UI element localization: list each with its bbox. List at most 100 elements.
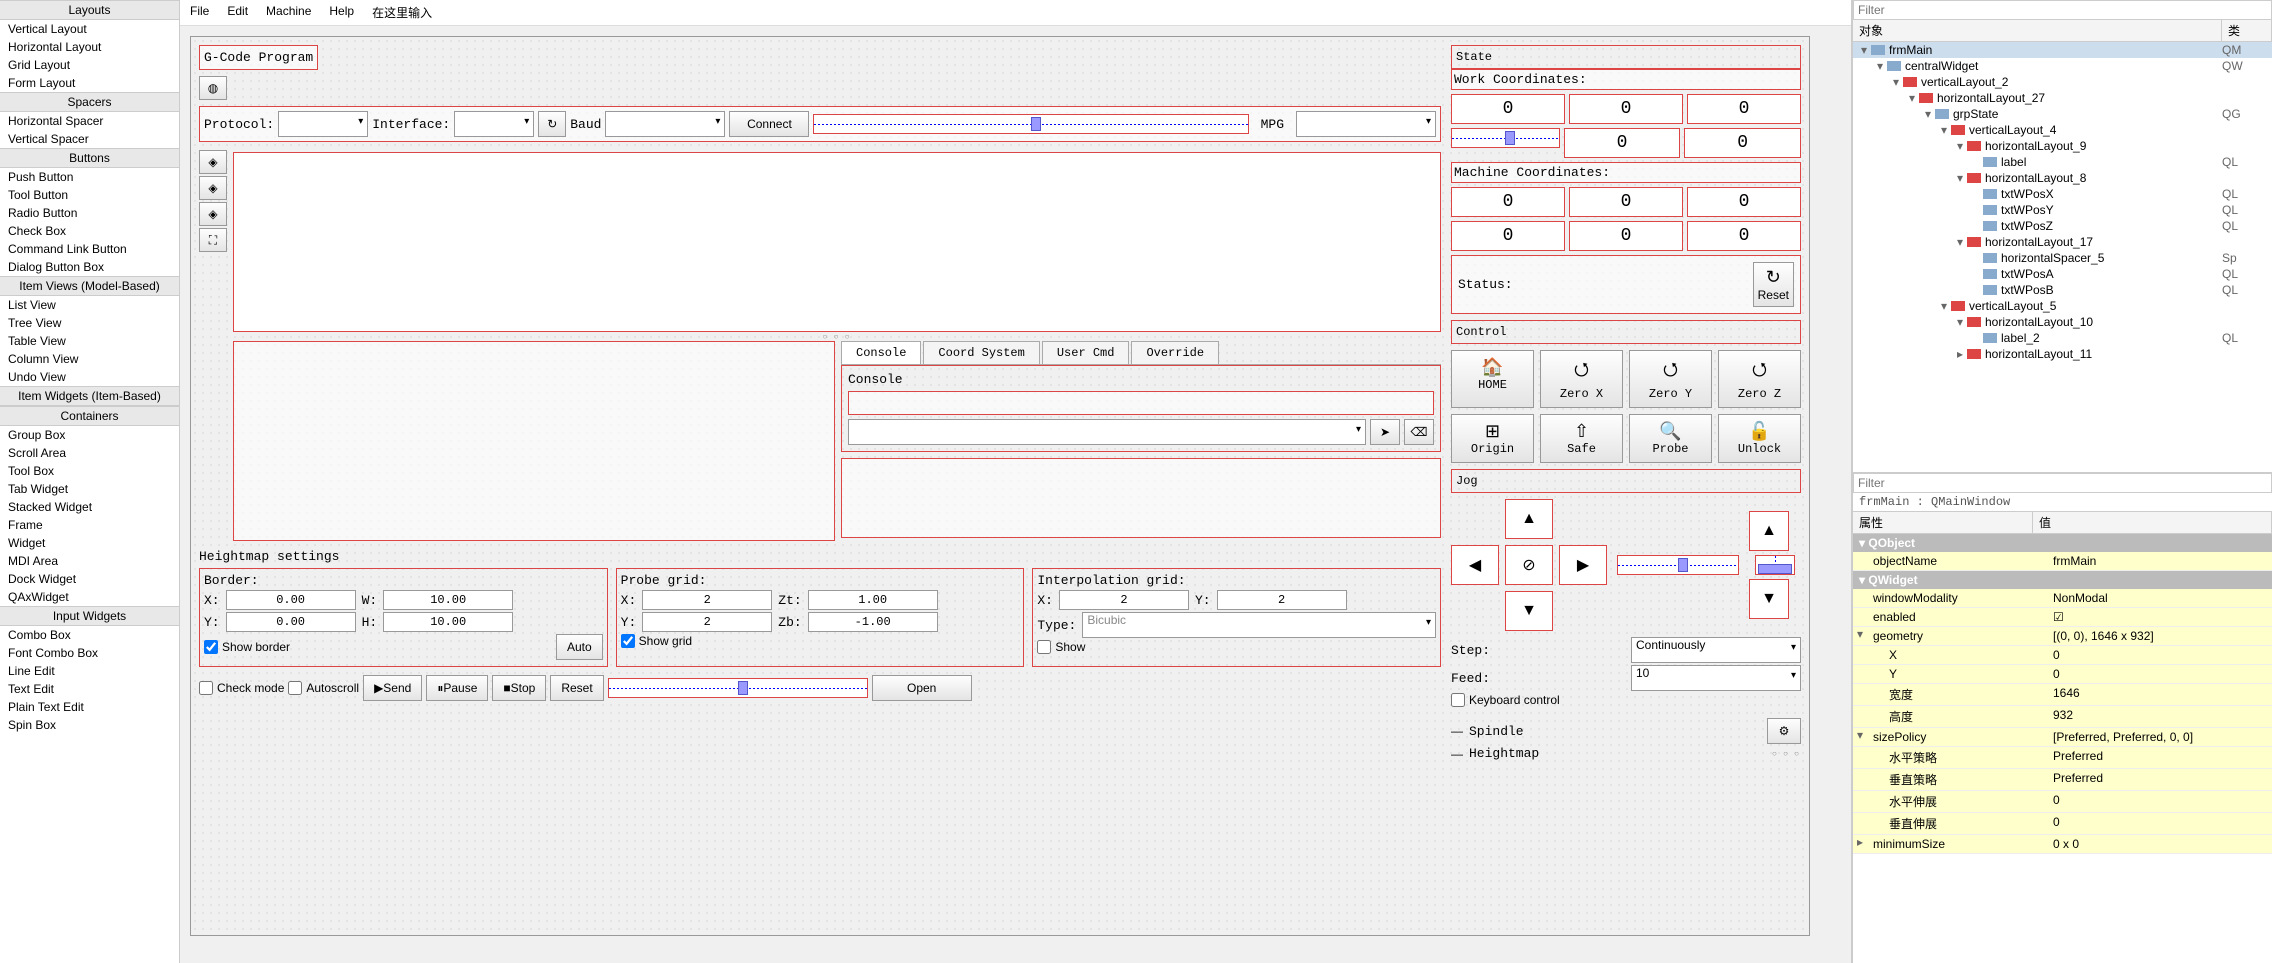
widget-category[interactable]: Containers: [0, 406, 179, 426]
tree-row[interactable]: txtWPosZQL: [1853, 218, 2272, 234]
interp-y[interactable]: [1217, 590, 1347, 610]
baud-combo[interactable]: [605, 111, 725, 137]
cube-icon[interactable]: ◍: [199, 76, 227, 100]
tree-row[interactable]: horizontalSpacer_5Sp: [1853, 250, 2272, 266]
ctrl-safe[interactable]: ⇧Safe: [1540, 414, 1623, 463]
jog-slider[interactable]: [1617, 555, 1739, 575]
stop-button[interactable]: ■ Stop: [492, 675, 546, 701]
tree-row[interactable]: ▾verticalLayout_5: [1853, 298, 2272, 314]
widget-item[interactable]: Font Combo Box: [0, 644, 179, 662]
widget-item[interactable]: Scroll Area: [0, 444, 179, 462]
auto-button[interactable]: Auto: [556, 634, 603, 660]
tab-coord[interactable]: Coord System: [923, 341, 1039, 364]
prop-row[interactable]: objectNamefrmMain: [1853, 552, 2272, 571]
widget-item[interactable]: Column View: [0, 350, 179, 368]
autoscroll[interactable]: Autoscroll: [288, 681, 359, 695]
widget-item[interactable]: Tool Box: [0, 462, 179, 480]
settings-icon[interactable]: ⚙: [1767, 718, 1801, 744]
fullscreen-icon[interactable]: ⛶: [199, 228, 227, 252]
open-button[interactable]: Open: [872, 675, 972, 701]
tree-row[interactable]: label_2QL: [1853, 330, 2272, 346]
prop-row[interactable]: enabled☑: [1853, 608, 2272, 627]
ctrl-unlock[interactable]: 🔓Unlock: [1718, 414, 1801, 463]
form-surface[interactable]: G-Code Program ◍ Protocol: Interface: ↻ …: [190, 36, 1810, 936]
jog-z-up[interactable]: ▲: [1749, 511, 1789, 551]
widget-item[interactable]: Horizontal Spacer: [0, 112, 179, 130]
widget-item[interactable]: Check Box: [0, 222, 179, 240]
menu-item[interactable]: Machine: [266, 4, 311, 21]
reset-button[interactable]: Reset: [550, 675, 603, 701]
probe-zb[interactable]: [808, 612, 938, 632]
prop-row[interactable]: 水平策略Preferred: [1853, 747, 2272, 769]
prop-row[interactable]: windowModalityNonModal: [1853, 589, 2272, 608]
tree-row[interactable]: ▾horizontalLayout_9: [1853, 138, 2272, 154]
heightmap-expand[interactable]: —: [1451, 747, 1463, 761]
widget-item[interactable]: Dialog Button Box: [0, 258, 179, 276]
show-grid-check[interactable]: Show grid: [621, 634, 692, 648]
console-input[interactable]: [848, 419, 1366, 445]
widget-item[interactable]: Spin Box: [0, 716, 179, 734]
ctrl-zero-x[interactable]: ⭯Zero X: [1540, 350, 1623, 408]
widget-item[interactable]: MDI Area: [0, 552, 179, 570]
form-canvas[interactable]: G-Code Program ◍ Protocol: Interface: ↻ …: [180, 26, 1851, 963]
preview-area[interactable]: [233, 152, 1441, 332]
widget-item[interactable]: Widget: [0, 534, 179, 552]
show-border-check[interactable]: Show border: [204, 640, 290, 654]
prop-row[interactable]: ▸minimumSize0 x 0: [1853, 835, 2272, 854]
gcode-table[interactable]: [233, 341, 835, 541]
interp-x[interactable]: [1059, 590, 1189, 610]
feed-combo[interactable]: 10: [1631, 665, 1801, 691]
widget-category[interactable]: Layouts: [0, 0, 179, 20]
connect-slider[interactable]: [813, 114, 1248, 134]
tab-override[interactable]: Override: [1131, 341, 1219, 364]
tree-row[interactable]: ▾grpStateQG: [1853, 106, 2272, 122]
prop-category[interactable]: ▾ QObject: [1853, 534, 2272, 552]
prop-row[interactable]: Y0: [1853, 665, 2272, 684]
interp-type[interactable]: Bicubic: [1082, 612, 1436, 638]
tree-row[interactable]: txtWPosYQL: [1853, 202, 2272, 218]
widget-category[interactable]: Buttons: [0, 148, 179, 168]
jog-stop[interactable]: ⊘: [1505, 545, 1553, 585]
tab-console[interactable]: Console: [841, 341, 921, 364]
menu-item[interactable]: Edit: [227, 4, 248, 21]
jog-down[interactable]: ▼: [1505, 591, 1553, 631]
border-x[interactable]: [226, 590, 356, 610]
tree-row[interactable]: ▾frmMainQM: [1853, 42, 2272, 58]
widget-item[interactable]: Plain Text Edit: [0, 698, 179, 716]
widget-item[interactable]: Frame: [0, 516, 179, 534]
splitter-1[interactable]: ○ ○ ○: [233, 332, 1441, 341]
refresh-icon[interactable]: ↻: [538, 111, 566, 137]
jog-z-down[interactable]: ▼: [1749, 579, 1789, 619]
progress-slider[interactable]: [608, 678, 868, 698]
keyboard-control[interactable]: Keyboard control: [1451, 693, 1560, 707]
widget-item[interactable]: Combo Box: [0, 626, 179, 644]
widget-category[interactable]: Input Widgets: [0, 606, 179, 626]
border-w[interactable]: [383, 590, 513, 610]
tree-row[interactable]: ▾horizontalLayout_10: [1853, 314, 2272, 330]
widget-item[interactable]: Horizontal Layout: [0, 38, 179, 56]
jog-up[interactable]: ▲: [1505, 499, 1553, 539]
jog-right[interactable]: ▶: [1559, 545, 1607, 585]
tree-row[interactable]: txtWPosBQL: [1853, 282, 2272, 298]
widget-item[interactable]: Tab Widget: [0, 480, 179, 498]
widget-category[interactable]: Spacers: [0, 92, 179, 112]
widget-item[interactable]: Dock Widget: [0, 570, 179, 588]
tree-row[interactable]: ▾verticalLayout_4: [1853, 122, 2272, 138]
tree-row[interactable]: ▾horizontalLayout_17: [1853, 234, 2272, 250]
prop-row[interactable]: 高度932: [1853, 706, 2272, 728]
ctrl-zero-y[interactable]: ⭯Zero Y: [1629, 350, 1712, 408]
view3-icon[interactable]: ◈: [199, 202, 227, 226]
ctrl-probe[interactable]: 🔍Probe: [1629, 414, 1712, 463]
widget-category[interactable]: Item Widgets (Item-Based): [0, 386, 179, 406]
prop-row[interactable]: ▾geometry[(0, 0), 1646 x 932]: [1853, 627, 2272, 646]
widget-item[interactable]: Group Box: [0, 426, 179, 444]
prop-category[interactable]: ▾ QWidget: [1853, 571, 2272, 589]
tree-row[interactable]: ▾horizontalLayout_27: [1853, 90, 2272, 106]
widget-item[interactable]: QAxWidget: [0, 588, 179, 606]
ctrl-zero-z[interactable]: ⭯Zero Z: [1718, 350, 1801, 408]
prop-row[interactable]: 水平伸展0: [1853, 791, 2272, 813]
tree-row[interactable]: txtWPosAQL: [1853, 266, 2272, 282]
widget-item[interactable]: Undo View: [0, 368, 179, 386]
probe-x[interactable]: [642, 590, 772, 610]
view2-icon[interactable]: ◈: [199, 176, 227, 200]
